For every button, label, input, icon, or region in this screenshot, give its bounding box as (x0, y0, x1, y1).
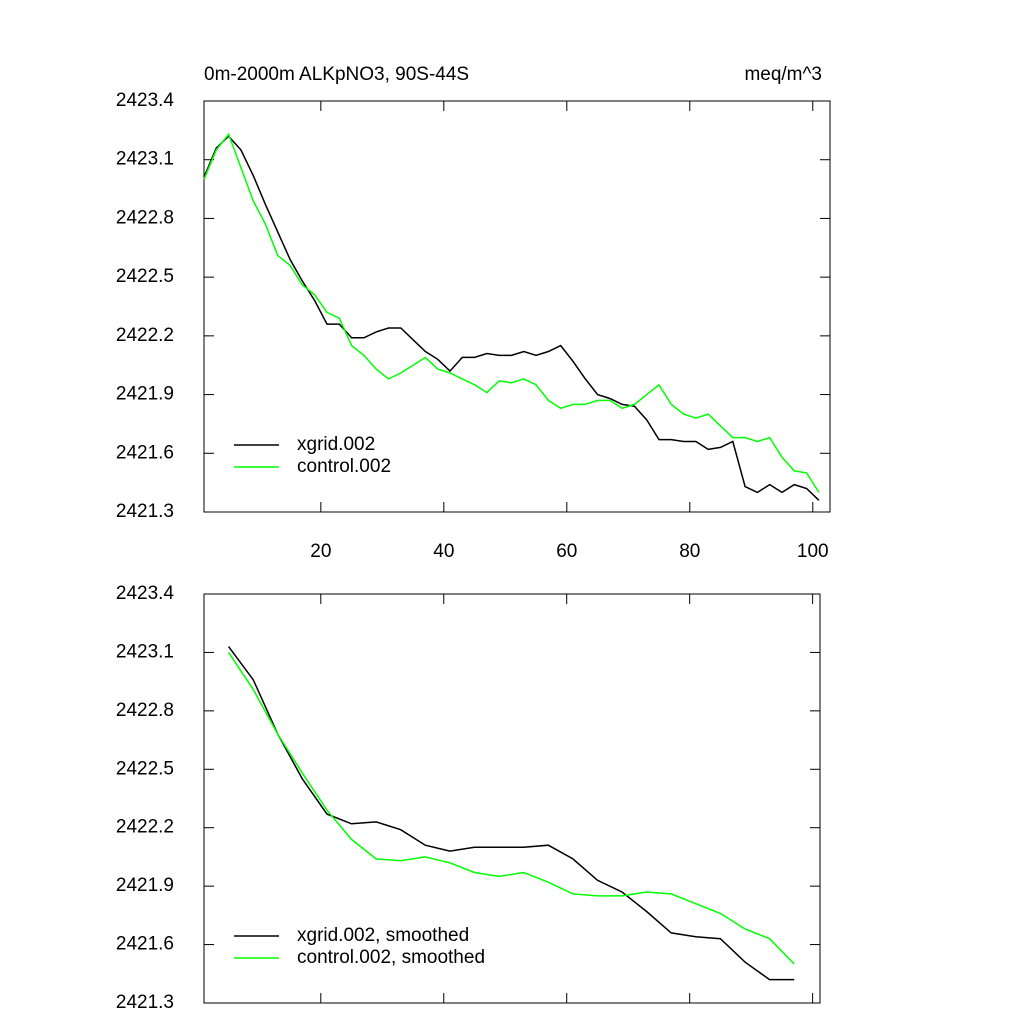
y-tick-label: 2423.1 (116, 641, 174, 662)
y-tick-label: 2423.4 (116, 583, 175, 604)
y-tick-label: 2422.8 (116, 700, 174, 721)
y-tick-label: 2421.9 (116, 875, 174, 896)
y-tick-label: 2423.4 (116, 90, 175, 111)
y-tick-label: 2421.6 (116, 934, 174, 955)
x-tick-label: 100 (797, 541, 829, 562)
chart-title: 0m-2000m ALKpNO3, 90S-44S (204, 64, 469, 85)
y-tick-label: 2421.3 (116, 992, 174, 1013)
y-tick-label: 2421.9 (116, 384, 174, 405)
data-line (227, 646, 795, 981)
y-tick-label: 2422.8 (116, 207, 174, 228)
x-tick-label: 40 (433, 541, 454, 562)
x-tick-label: 20 (310, 541, 331, 562)
x-tick-label: 80 (679, 541, 700, 562)
units-label: meq/m^3 (744, 64, 822, 85)
data-line (203, 132, 820, 493)
y-tick-label: 2421.6 (116, 442, 174, 463)
y-tick-label: 2423.1 (116, 149, 174, 170)
y-tick-label: 2422.2 (116, 325, 174, 346)
x-tick-label: 60 (556, 541, 577, 562)
legend-label: control.002, smoothed (297, 947, 485, 968)
y-tick-label: 2421.3 (116, 501, 174, 522)
data-line (227, 651, 795, 965)
legend-label: control.002 (297, 456, 391, 477)
y-tick-label: 2422.5 (116, 758, 174, 779)
y-tick-label: 2422.5 (116, 266, 174, 287)
legend-label: xgrid.002, smoothed (297, 925, 469, 946)
plot-frame (203, 593, 821, 1004)
plot-frame (203, 100, 831, 513)
y-tick-label: 2422.2 (116, 817, 174, 838)
legend-label: xgrid.002 (297, 434, 375, 455)
